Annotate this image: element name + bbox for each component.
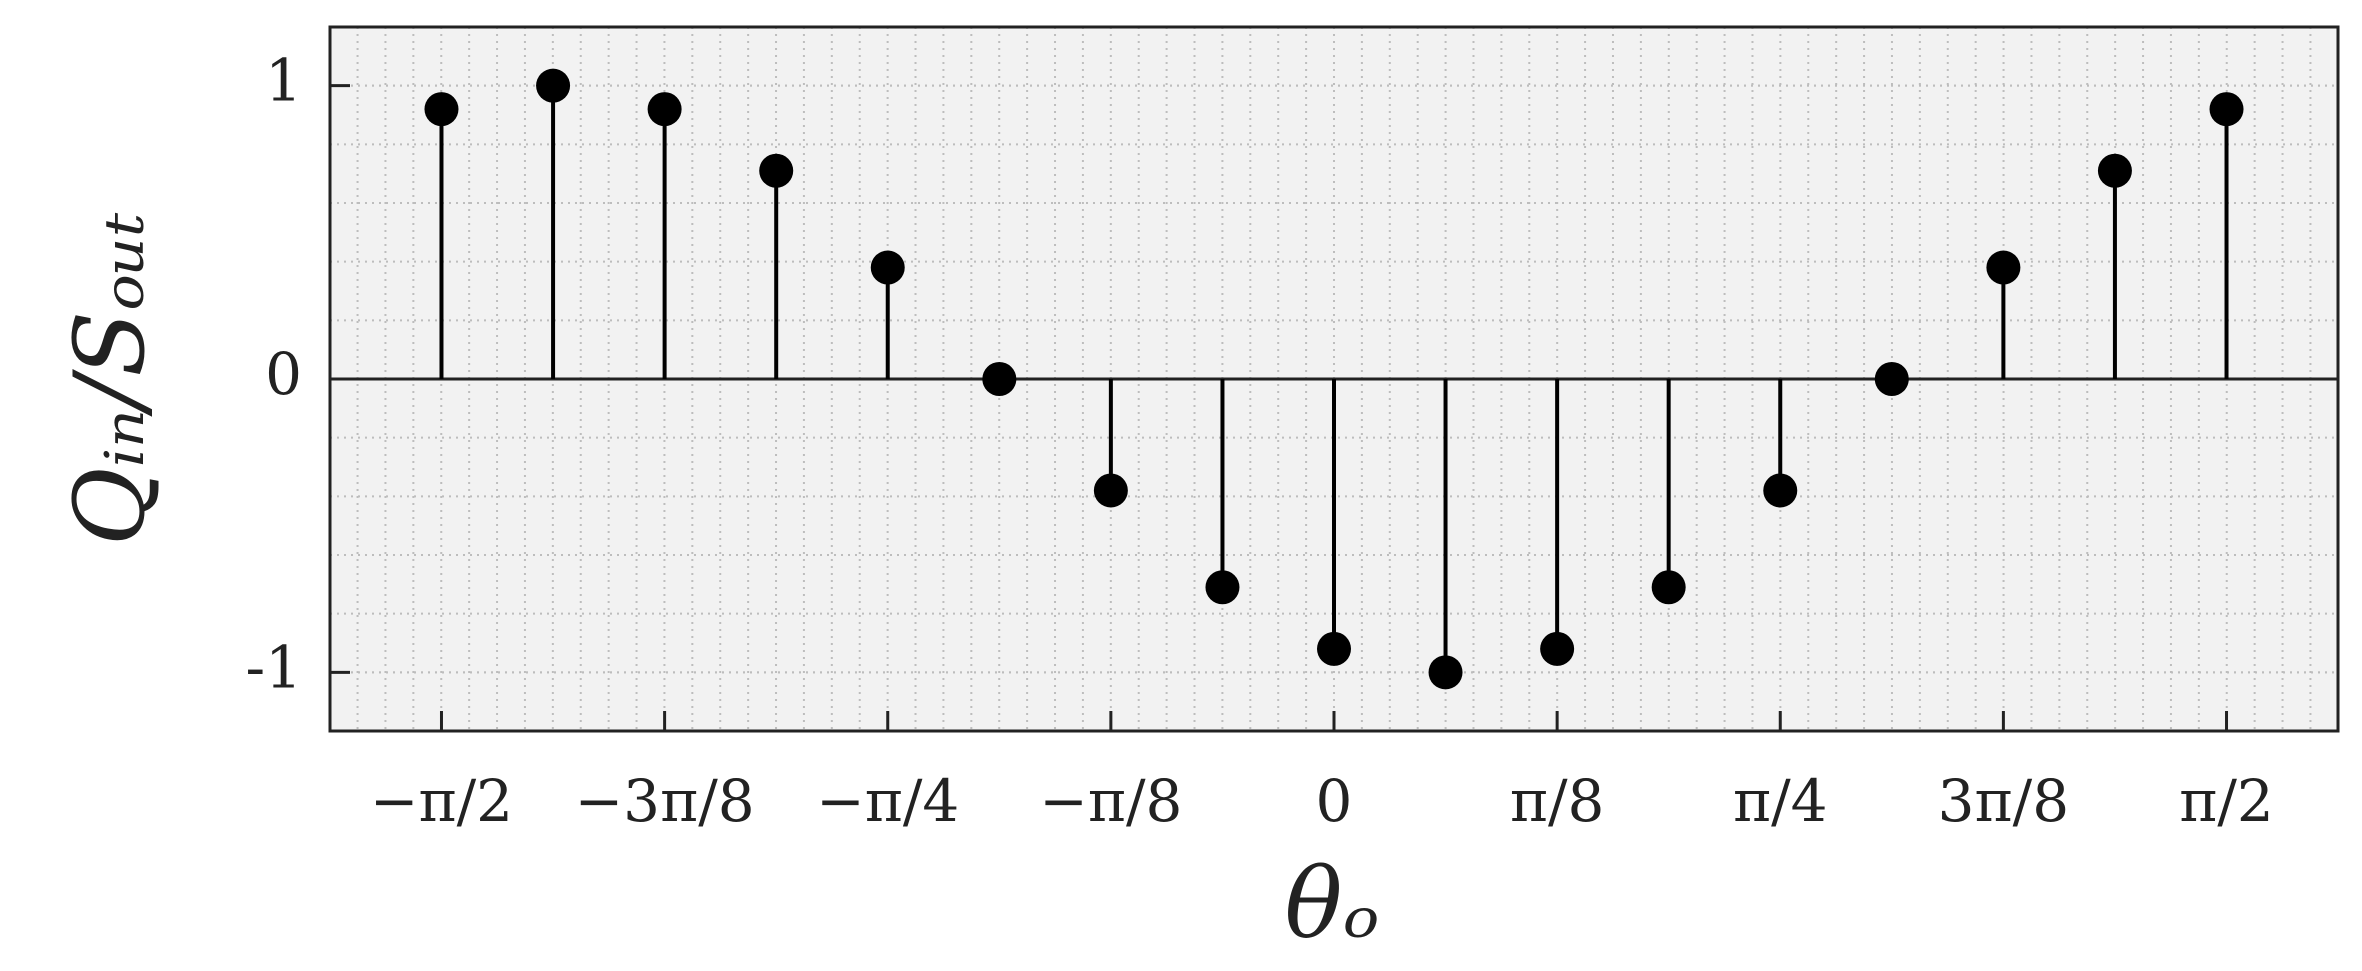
stem-marker <box>982 362 1017 396</box>
stem-marker <box>1540 631 1575 666</box>
x-tick-label: π/4 <box>1733 767 1828 835</box>
stem-marker <box>1428 655 1463 690</box>
y-axis-label: Qᵢₙ/Sₒᵤₜ <box>54 212 166 546</box>
x-tick-label: π/2 <box>2179 767 2274 835</box>
stem-marker <box>1763 473 1798 508</box>
stem-marker <box>1317 631 1351 666</box>
stem-marker <box>1874 362 1909 396</box>
x-tick-label: 3π/8 <box>1938 767 2069 835</box>
marks <box>330 68 2338 690</box>
stem-marker <box>1205 570 1240 605</box>
stem-marker <box>870 250 905 285</box>
y-tick-label: 0 <box>265 340 302 408</box>
x-tick-label: π/8 <box>1510 767 1605 835</box>
y-tick-label: -1 <box>246 633 303 701</box>
x-tick-label: 0 <box>1316 767 1353 835</box>
x-tick-label: −π/2 <box>370 767 513 835</box>
stem-marker <box>2097 153 2132 188</box>
stem-marker <box>1093 473 1128 508</box>
stem-marker <box>1651 570 1686 605</box>
y-tick-label: 1 <box>265 47 302 115</box>
stem-marker <box>1986 250 2021 285</box>
x-tick-label: −π/8 <box>1039 767 1182 835</box>
x-axis-label: θₒ <box>1285 848 1380 960</box>
stem-marker <box>2209 92 2244 127</box>
stem-marker <box>759 153 794 188</box>
x-tick-label: −3π/8 <box>575 767 755 835</box>
stem-marker <box>647 92 682 127</box>
stem-marker <box>424 92 459 127</box>
x-tick-label: −π/4 <box>816 767 959 835</box>
stem-marker <box>536 68 571 103</box>
